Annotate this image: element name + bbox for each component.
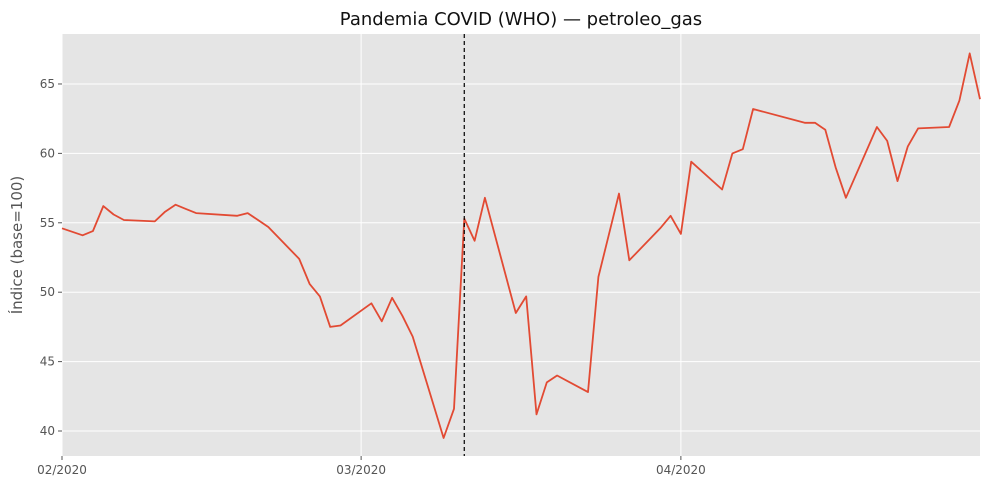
x-tick-label: 02/2020 (37, 463, 87, 477)
x-axis-ticks: 02/2020 03/2020 04/2020 (37, 456, 706, 477)
plot-background (62, 34, 980, 456)
y-tick-label: 55 (40, 216, 55, 230)
x-tick-label: 04/2020 (656, 463, 706, 477)
gridlines (61, 34, 980, 456)
y-tick-label: 65 (40, 77, 55, 91)
y-tick-label: 45 (40, 355, 55, 369)
y-tick-label: 40 (40, 424, 55, 438)
y-axis-ticks: 40 45 50 55 60 65 (40, 77, 62, 438)
y-axis-label: Índice (base=100) (7, 176, 26, 315)
y-tick-label: 60 (40, 146, 55, 160)
chart-title: Pandemia COVID (WHO) — petroleo_gas (340, 9, 702, 30)
y-tick-label: 50 (40, 285, 55, 299)
series-line (61, 52, 981, 439)
x-tick-label: 03/2020 (336, 463, 386, 477)
